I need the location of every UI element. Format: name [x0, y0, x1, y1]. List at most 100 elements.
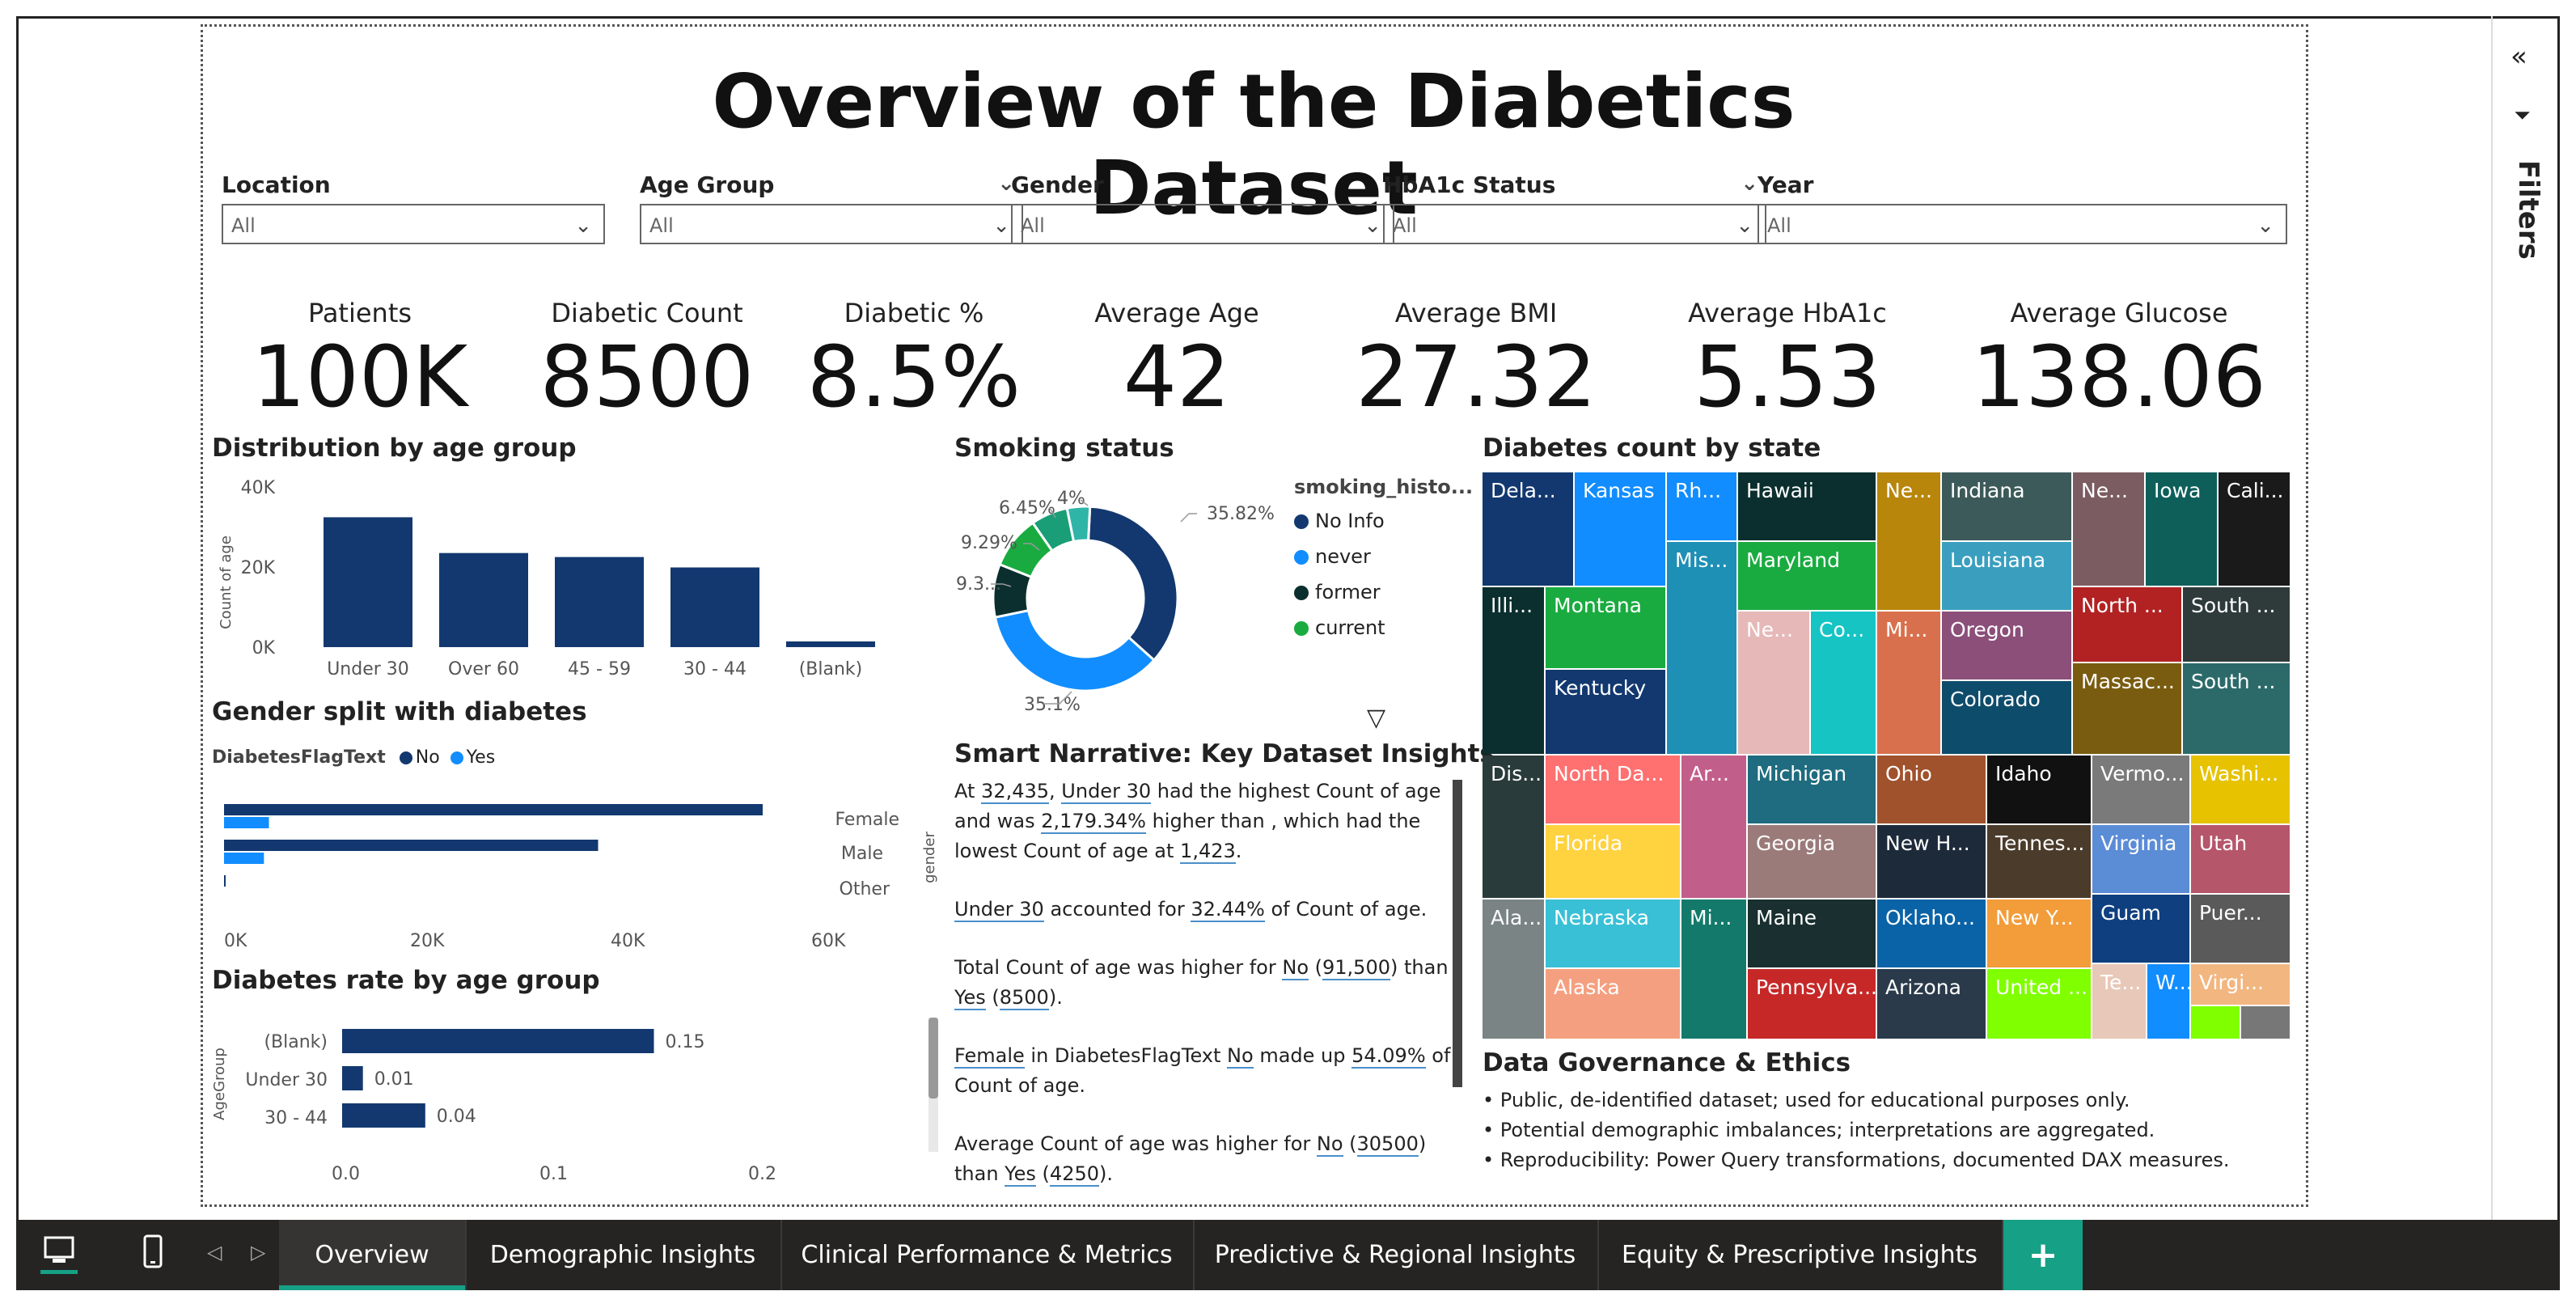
treemap-cell[interactable]: Guam — [2092, 895, 2189, 963]
age-distribution-chart[interactable]: Count of age 40K 20K 0K Under 30 Over 60 4… — [206, 469, 942, 688]
treemap-cell[interactable]: Utah — [2191, 825, 2290, 893]
treemap-cell[interactable]: North Da... — [1546, 756, 1680, 823]
treemap-cell[interactable]: Iowa — [2146, 472, 2217, 586]
caret-down-icon[interactable]: ▽ — [1367, 704, 1386, 732]
treemap-cell[interactable]: Virgi... — [2191, 964, 2290, 1005]
treemap-cell[interactable]: New H... — [1877, 825, 1986, 898]
treemap-cell[interactable]: Ne... — [1877, 472, 1940, 610]
legend-item[interactable]: No Info — [1294, 510, 1473, 532]
treemap-cell[interactable]: Massac... — [2073, 663, 2181, 754]
treemap-cell[interactable]: Arizona — [1877, 969, 1986, 1039]
pie-slice[interactable] — [993, 608, 1157, 692]
treemap-cell[interactable]: Maine — [1748, 900, 1876, 967]
treemap-cell[interactable]: Dela... — [1483, 472, 1573, 586]
treemap-cell[interactable]: Dis... — [1483, 756, 1544, 898]
tab-clinical-performance[interactable]: Clinical Performance & Metrics — [780, 1220, 1195, 1290]
treemap-cell[interactable]: Washi... — [2191, 756, 2290, 823]
bar[interactable] — [439, 552, 528, 647]
treemap-cell[interactable]: Co... — [1811, 612, 1876, 754]
scrollbar-thumb[interactable] — [928, 1018, 938, 1098]
treemap-cell[interactable]: South ... — [2183, 663, 2290, 754]
legend-item[interactable]: former — [1294, 581, 1473, 603]
bar[interactable] — [324, 517, 412, 647]
treemap-cell[interactable]: Virginia — [2092, 825, 2189, 893]
treemap-cell[interactable]: Kentucky — [1546, 670, 1665, 754]
bar-yes[interactable] — [224, 817, 269, 828]
chevron-down-icon[interactable]: ⌄ — [1741, 171, 1758, 196]
treemap-cell[interactable]: Mi... — [1877, 612, 1940, 754]
bar-no[interactable] — [224, 840, 599, 851]
bar[interactable] — [555, 557, 644, 647]
treemap-cell[interactable]: Alaska — [1546, 969, 1680, 1039]
treemap-cell[interactable]: Kansas — [1575, 472, 1665, 586]
treemap-cell[interactable]: Idaho — [1987, 756, 2091, 823]
year-dropdown[interactable]: All ⌄ — [1758, 204, 2287, 244]
treemap-cell[interactable]: North ... — [2073, 587, 2181, 662]
gender-split-chart[interactable]: Female Male Other gender 0K 20K 40K 60K — [206, 793, 942, 955]
gender-dropdown[interactable]: All ⌄ — [1011, 204, 1394, 244]
state-treemap[interactable]: Dela... Kansas Rh... Hawaii Ne... Indiana Ne..… — [1483, 472, 2296, 1039]
treemap-cell[interactable]: Florida — [1546, 825, 1680, 898]
treemap-cell[interactable]: Puer... — [2191, 895, 2290, 963]
treemap-cell[interactable]: Oklaho... — [1877, 900, 1986, 967]
bar-no[interactable] — [224, 875, 226, 887]
pie-slice[interactable] — [1065, 505, 1092, 544]
collapse-icon[interactable]: « — [2510, 40, 2527, 73]
prev-page-icon[interactable]: ◁ — [207, 1241, 222, 1264]
treemap-cell[interactable]: W... — [2147, 964, 2189, 1039]
treemap-cell[interactable]: Mis... — [1667, 542, 1736, 754]
treemap-cell[interactable]: Ar... — [1681, 756, 1746, 898]
bar[interactable] — [786, 641, 875, 647]
treemap-cell[interactable]: Indiana — [1942, 472, 2071, 540]
bar-yes[interactable] — [224, 853, 264, 864]
bar[interactable] — [342, 1066, 363, 1090]
tab-equity-prescriptive[interactable]: Equity & Prescriptive Insights — [1597, 1220, 2003, 1290]
filters-pane[interactable]: « ⏷ Filters — [2491, 16, 2561, 1221]
tab-overview[interactable]: Overview — [279, 1220, 467, 1290]
treemap-cell[interactable] — [2241, 1006, 2290, 1039]
treemap-cell[interactable]: Michigan — [1748, 756, 1876, 823]
treemap-cell[interactable]: Oregon — [1942, 612, 2071, 679]
treemap-cell[interactable]: Hawaii — [1738, 472, 1876, 540]
treemap-cell[interactable]: Te... — [2092, 964, 2146, 1039]
treemap-cell[interactable]: Colorado — [1942, 681, 2071, 754]
treemap-cell[interactable]: Montana — [1546, 587, 1665, 668]
diabetes-rate-chart[interactable]: AgeGroup (Blank) Under 30 30 - 44 0.15 0.… — [206, 1011, 942, 1189]
treemap-cell[interactable]: Louisiana — [1942, 542, 2071, 610]
treemap-cell[interactable]: Maryland — [1738, 542, 1876, 610]
next-page-icon[interactable]: ▷ — [251, 1241, 266, 1264]
age-group-dropdown[interactable]: All ⌄ — [640, 204, 1023, 244]
chevron-down-icon[interactable]: ⌄ — [997, 171, 1015, 196]
tab-demographic-insights[interactable]: Demographic Insights — [465, 1220, 782, 1290]
legend-item[interactable]: Yes — [450, 747, 495, 768]
location-dropdown[interactable]: All ⌄ — [222, 204, 605, 244]
pie-slice[interactable] — [1087, 505, 1179, 662]
bar[interactable] — [342, 1103, 425, 1128]
bar[interactable] — [342, 1029, 654, 1053]
tab-predictive-regional[interactable]: Predictive & Regional Insights — [1193, 1220, 1599, 1290]
treemap-cell[interactable]: Ne... — [2073, 472, 2144, 586]
treemap-cell[interactable]: Rh... — [1667, 472, 1736, 540]
treemap-cell[interactable]: New Y... — [1987, 900, 2091, 967]
treemap-cell[interactable]: Nebraska — [1546, 900, 1680, 967]
treemap-cell[interactable]: Vermo... — [2092, 756, 2189, 823]
bar[interactable] — [670, 567, 759, 647]
mobile-view-icon[interactable] — [142, 1234, 166, 1275]
treemap-cell[interactable]: South ... — [2183, 587, 2290, 662]
treemap-cell[interactable] — [2191, 1006, 2240, 1039]
treemap-cell[interactable]: Cali... — [2219, 472, 2290, 586]
legend-item[interactable]: never — [1294, 545, 1473, 568]
filters-label[interactable]: Filters — [2512, 160, 2544, 260]
add-page-button[interactable]: + — [2003, 1220, 2083, 1290]
bar-no[interactable] — [224, 804, 763, 815]
treemap-cell[interactable]: Pennsylva... — [1748, 969, 1876, 1039]
legend-item[interactable]: current — [1294, 616, 1473, 639]
desktop-view-icon[interactable] — [40, 1234, 81, 1274]
treemap-cell[interactable]: Georgia — [1748, 825, 1876, 898]
legend-item[interactable]: No — [399, 747, 440, 768]
smoking-donut-chart[interactable]: 35.82% 35.1% 9.3... 9.29% 6.45% 4% — [954, 469, 1278, 728]
treemap-cell[interactable]: United ... — [1987, 969, 2091, 1039]
treemap-cell[interactable]: Ohio — [1877, 756, 1986, 823]
hba1c-dropdown[interactable]: All ⌄ — [1383, 204, 1766, 244]
treemap-cell[interactable]: Ne... — [1738, 612, 1809, 754]
